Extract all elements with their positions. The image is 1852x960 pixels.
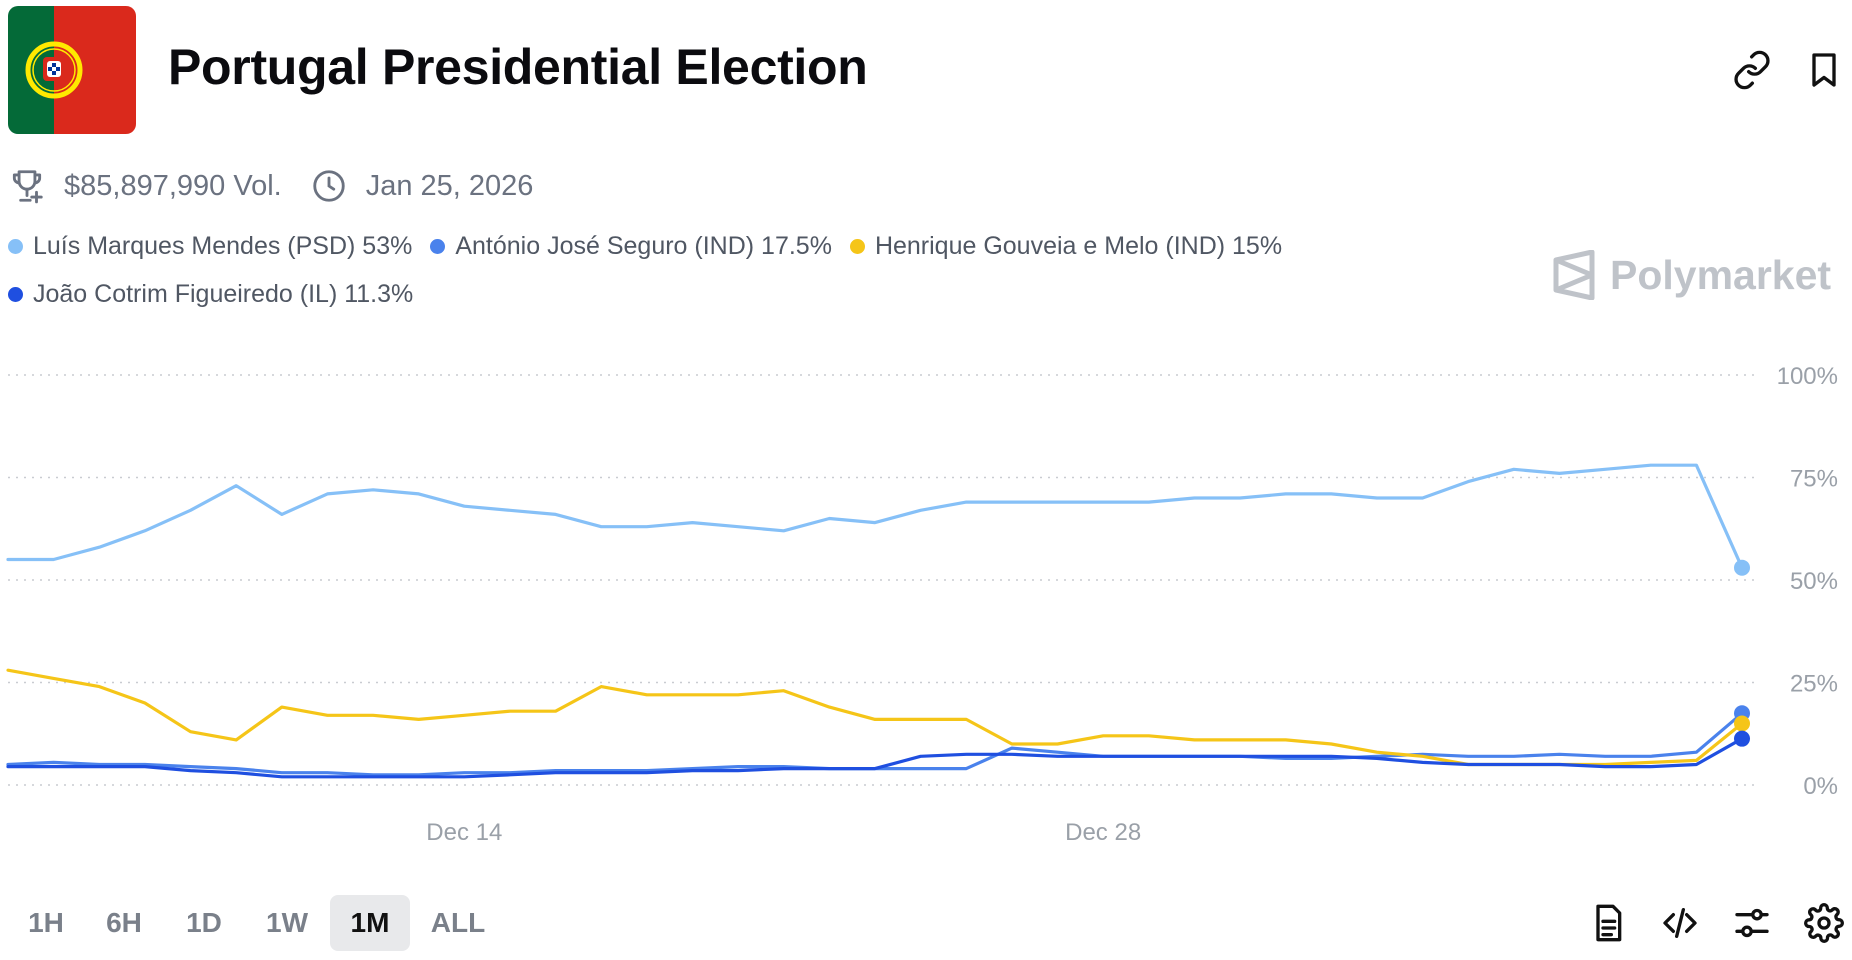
range-button-1h[interactable]: 1H bbox=[28, 907, 64, 938]
legend-item: Luís Marques Mendes (PSD) 53% bbox=[8, 232, 412, 261]
range-button-all[interactable]: ALL bbox=[430, 907, 486, 938]
document-icon[interactable] bbox=[1588, 903, 1628, 943]
y-tick-label: 25% bbox=[1790, 671, 1838, 698]
series-end-point bbox=[1734, 715, 1750, 732]
time-range-selector: 1H 6H 1D 1W 1M ALL bbox=[8, 895, 506, 951]
y-tick-label: 100% bbox=[1777, 363, 1838, 390]
range-button-6h[interactable]: 6H bbox=[106, 907, 142, 938]
y-tick-label: 75% bbox=[1790, 466, 1838, 493]
legend-label: João Cotrim Figueiredo (IL) 11.3% bbox=[33, 280, 414, 308]
range-button-1w[interactable]: 1W bbox=[266, 907, 308, 938]
series-end-point bbox=[1734, 559, 1750, 576]
y-tick-label: 0% bbox=[1803, 773, 1838, 800]
legend-item: João Cotrim Figueiredo (IL) 11.3% bbox=[8, 280, 413, 309]
volume-text: $85,897,990 Vol. bbox=[64, 169, 282, 202]
bookmark-icon[interactable] bbox=[1804, 50, 1844, 90]
y-tick-label: 50% bbox=[1790, 568, 1838, 595]
sliders-icon[interactable] bbox=[1732, 903, 1772, 943]
x-tick-label: Dec 14 bbox=[426, 819, 502, 846]
polymarket-brand: Polymarket bbox=[1552, 250, 1831, 300]
range-button-1d[interactable]: 1D bbox=[186, 907, 222, 938]
price-history-chart: 0% 25% 50% 75% 100% Dec 14 Dec 28 bbox=[6, 363, 1838, 846]
series-end-point bbox=[1734, 730, 1750, 747]
legend-label: Henrique Gouveia e Melo (IND) 15% bbox=[874, 232, 1283, 260]
clock-icon bbox=[310, 167, 348, 205]
trophy-icon bbox=[8, 167, 46, 205]
brand-name: Polymarket bbox=[1610, 251, 1832, 298]
portugal-flag-icon bbox=[8, 6, 136, 134]
link-icon[interactable] bbox=[1732, 50, 1772, 90]
chart-legend-row-2: João Cotrim Figueiredo (IL) 11.3% bbox=[8, 280, 431, 309]
polymarket-logo-icon bbox=[1553, 250, 1595, 300]
legend-dot bbox=[849, 239, 865, 254]
gear-icon[interactable] bbox=[1804, 903, 1844, 943]
legend-item: Henrique Gouveia e Melo (IND) 15% bbox=[849, 232, 1283, 261]
legend-dot bbox=[8, 287, 23, 302]
legend-dot bbox=[430, 239, 446, 254]
x-tick-label: Dec 28 bbox=[1065, 819, 1141, 846]
end-date-text: Jan 25, 2026 bbox=[365, 169, 534, 202]
range-button-1m[interactable]: 1M bbox=[330, 895, 410, 951]
code-icon[interactable] bbox=[1660, 903, 1700, 943]
series-line bbox=[6, 668, 1744, 767]
series-line bbox=[6, 463, 1744, 570]
market-meta: $85,897,990 Vol. Jan 25, 2026 bbox=[8, 164, 533, 208]
chart-legend: Luís Marques Mendes (PSD) 53% António Jo… bbox=[8, 232, 1300, 261]
legend-dot bbox=[8, 239, 23, 254]
legend-label: Luís Marques Mendes (PSD) 53% bbox=[33, 232, 413, 260]
legend-item: António José Seguro (IND) 17.5% bbox=[430, 232, 832, 261]
legend-label: António José Seguro (IND) 17.5% bbox=[455, 232, 832, 260]
series-line bbox=[6, 737, 1744, 779]
page-title: Portugal Presidential Election bbox=[168, 39, 868, 95]
